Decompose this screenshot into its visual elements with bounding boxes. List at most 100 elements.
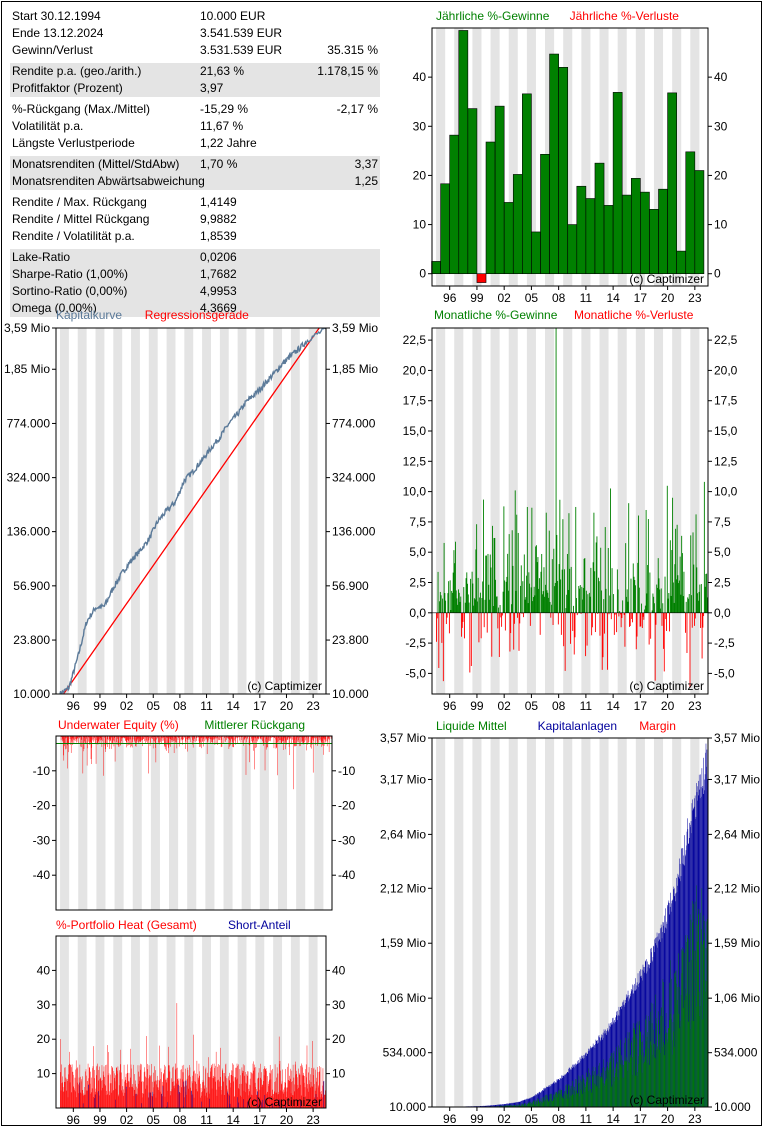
month-bar xyxy=(443,542,445,613)
cash-bar xyxy=(633,1028,634,1107)
cash-bar xyxy=(678,953,680,1107)
investment-bar xyxy=(654,939,656,1107)
investment-bar xyxy=(500,1104,501,1107)
cash-bar xyxy=(701,888,703,1107)
short-bar xyxy=(88,1084,89,1108)
month-bar xyxy=(558,564,560,613)
cash-bar xyxy=(507,1105,508,1107)
short-bar xyxy=(152,1091,154,1108)
watermark-label: (c) Captimizer xyxy=(247,1095,322,1109)
cash-bar xyxy=(640,1032,641,1107)
cash-bar xyxy=(632,1074,633,1107)
cash-bar xyxy=(613,1051,615,1107)
year-bar xyxy=(685,151,696,275)
cash-bar xyxy=(566,1094,567,1107)
investment-bar xyxy=(612,1018,613,1107)
year-band xyxy=(599,328,609,694)
month-bar xyxy=(526,575,528,613)
month-bar xyxy=(595,542,597,613)
cash-bar xyxy=(555,1093,557,1107)
cash-bar xyxy=(703,932,705,1107)
cash-bar xyxy=(593,1074,594,1107)
y-tick-label: 7,5 xyxy=(409,515,426,529)
month-bar xyxy=(581,586,583,613)
year-band xyxy=(95,328,105,694)
cash-bar xyxy=(516,1104,517,1107)
investment-bar xyxy=(492,1105,494,1107)
month-bar xyxy=(495,579,496,613)
month-bar xyxy=(576,598,577,613)
cash-bar xyxy=(591,1088,592,1107)
month-bar xyxy=(703,481,705,613)
y-tick-label: -20 xyxy=(33,799,51,813)
month-bar xyxy=(548,530,550,613)
cash-bar xyxy=(678,1028,680,1107)
month-bar xyxy=(446,612,448,618)
year-band xyxy=(202,328,211,694)
stat-label: Rendite / Volatilität p.a. xyxy=(12,229,135,243)
month-bar xyxy=(688,598,689,613)
month-bar xyxy=(568,513,570,613)
cash-bar xyxy=(584,1091,586,1107)
month-bar xyxy=(469,612,471,673)
month-bar xyxy=(654,612,656,681)
cash-bar xyxy=(587,1077,588,1107)
y-tick-label-right: -10 xyxy=(338,764,356,778)
cash-bar xyxy=(634,1029,636,1107)
month-bar xyxy=(471,571,473,613)
investment-bar xyxy=(573,1067,575,1107)
investment-bar xyxy=(525,1099,526,1107)
month-bar xyxy=(702,612,704,628)
cash-bar xyxy=(667,1032,669,1107)
investment-bar xyxy=(597,1042,599,1107)
x-tick-label: 99 xyxy=(470,1112,484,1126)
x-tick-label: 02 xyxy=(497,291,511,305)
investment-bar xyxy=(706,766,707,1107)
x-tick-label: 96 xyxy=(443,1112,457,1126)
month-bar xyxy=(580,612,582,614)
cash-bar xyxy=(624,1060,626,1107)
investment-bar xyxy=(651,947,652,1107)
month-bar xyxy=(459,601,461,613)
year-bar xyxy=(630,178,641,275)
investment-bar xyxy=(648,964,650,1107)
month-bar xyxy=(513,612,515,650)
year-band xyxy=(187,736,197,910)
short-bar xyxy=(285,1103,286,1108)
cash-bar xyxy=(704,920,705,1107)
cash-bar xyxy=(633,1023,635,1107)
cash-bar xyxy=(702,1019,703,1107)
cash-bar xyxy=(576,1079,578,1107)
month-bar xyxy=(619,610,621,613)
month-bar xyxy=(472,583,474,613)
month-bar xyxy=(635,612,637,650)
month-bar xyxy=(525,597,527,613)
investment-bar xyxy=(671,900,673,1107)
cash-bar xyxy=(604,1085,605,1107)
investment-bar xyxy=(517,1102,519,1107)
month-bar xyxy=(585,612,587,657)
y-tick-label: 40 xyxy=(37,963,51,977)
y-tick-label: 20 xyxy=(37,1032,51,1046)
cash-bar xyxy=(648,1048,650,1107)
cash-bar xyxy=(509,1104,511,1107)
year-bar xyxy=(503,202,514,275)
cash-bar xyxy=(688,1021,690,1107)
cash-bar xyxy=(614,1081,615,1107)
cash-bar xyxy=(586,1072,588,1107)
cash-bar xyxy=(635,1075,636,1107)
month-bar xyxy=(684,611,686,613)
investment-bar xyxy=(543,1088,544,1107)
month-bar xyxy=(685,601,687,613)
month-bar xyxy=(675,579,677,613)
stats-row: Rendite p.a. (geo./arith.) 21,63 % 1.178,1… xyxy=(10,63,380,80)
cash-bar xyxy=(617,1069,619,1107)
year-bar xyxy=(640,191,650,275)
month-bar xyxy=(476,601,478,613)
cash-bar xyxy=(647,1032,648,1107)
cash-bar xyxy=(549,1100,551,1107)
y-tick-label: 2,12 Mio xyxy=(380,881,426,895)
month-bar xyxy=(582,587,584,613)
short-bar xyxy=(192,1094,194,1108)
month-bar xyxy=(554,582,556,613)
